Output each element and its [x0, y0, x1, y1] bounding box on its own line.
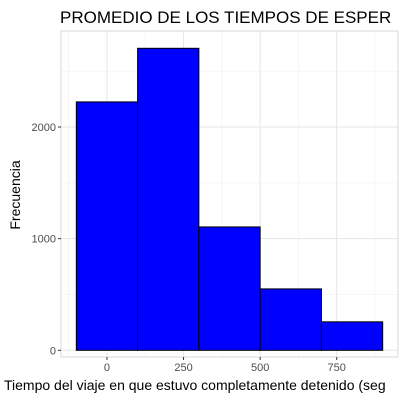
y-tick-label: 0 — [50, 345, 56, 357]
y-axis-title: Frecuencia — [7, 160, 23, 229]
x-tick-label: 500 — [251, 362, 269, 374]
x-tick-label: 0 — [104, 362, 110, 374]
bars — [75, 47, 384, 351]
histogram-bar-3 — [198, 226, 261, 351]
x-axis-ticks: 0 250 500 750 — [104, 357, 346, 374]
x-tick-label: 250 — [174, 362, 192, 374]
x-axis-title: Tiempo del viaje en que estuvo completam… — [4, 377, 386, 393]
histogram-bar-2 — [137, 47, 200, 351]
y-axis-ticks: 0 1000 2000 — [32, 122, 61, 357]
panel-border — [60, 30, 399, 358]
y-tick-label: 1000 — [32, 234, 56, 246]
x-tick-label: 750 — [328, 362, 346, 374]
chart-title: PROMEDIO DE LOS TIEMPOS DE ESPER — [60, 8, 391, 27]
y-tick-label: 2000 — [32, 122, 56, 134]
histogram-bar-4 — [259, 288, 322, 351]
histogram-bar-1 — [75, 101, 139, 351]
histogram-bar-5 — [320, 321, 384, 351]
